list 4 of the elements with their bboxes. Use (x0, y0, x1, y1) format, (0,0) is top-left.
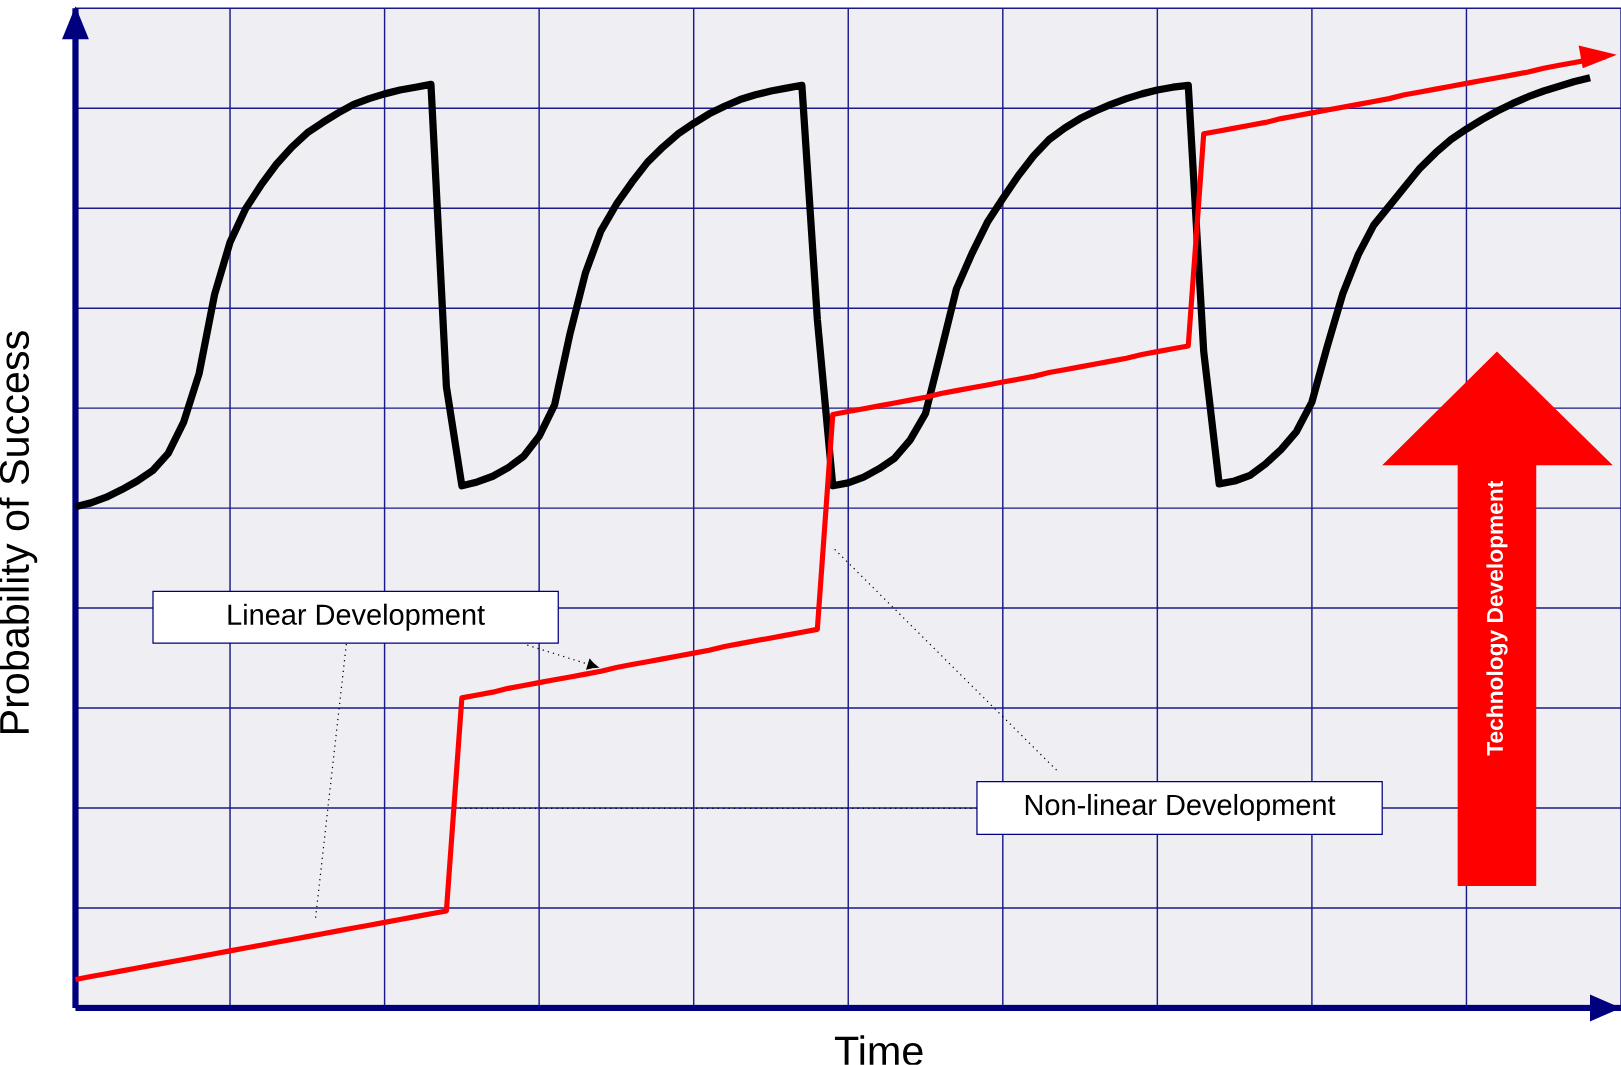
annotation: Non-linear Development (1025, 793, 1336, 821)
annotation: Technology Development (1486, 481, 1508, 756)
x-axis-title: Time (834, 1035, 923, 1065)
annotation: Linear Development (228, 603, 485, 631)
